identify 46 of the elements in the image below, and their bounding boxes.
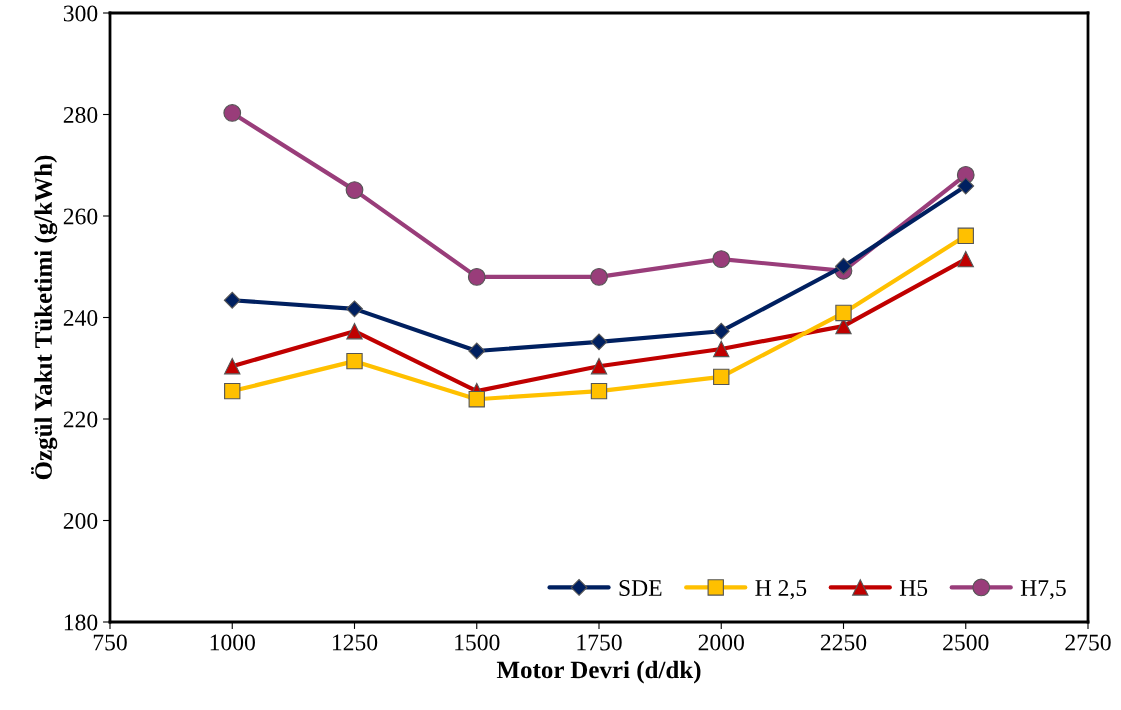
point: [835, 304, 852, 322]
y-tick-label: 260: [63, 208, 98, 225]
x-tick-label: 1250: [332, 634, 378, 651]
point: [712, 250, 731, 269]
point: [223, 291, 241, 309]
point: [468, 342, 486, 360]
x-tick-label: 2000: [698, 634, 744, 651]
point: [713, 368, 730, 386]
y-axis-title: Özgül Yakıt Tüketimi (g/kWh): [30, 155, 58, 480]
point: [590, 358, 608, 375]
x-tick-label: 1000: [210, 634, 255, 651]
y-tick-label: 240: [63, 309, 98, 326]
y-tick-label: 180: [64, 614, 98, 631]
point: [713, 340, 730, 358]
legend-label: H7,5: [1020, 580, 1066, 600]
x-axis-title: Motor Devri (d/dk): [496, 660, 701, 684]
legend-label: H5: [899, 580, 928, 596]
point: [468, 391, 485, 408]
y-tick-label: 220: [63, 411, 98, 428]
point: [345, 181, 364, 200]
point: [467, 268, 486, 286]
point: [224, 382, 241, 400]
point: [223, 104, 242, 122]
point: [957, 227, 974, 244]
point: [590, 333, 608, 351]
point: [346, 352, 363, 370]
x-tick-label: 1750: [577, 634, 622, 651]
point: [224, 358, 241, 375]
point: [590, 382, 608, 400]
y-tick-label: 280: [63, 106, 98, 123]
legend-label: H 2,5: [755, 580, 807, 600]
x-tick-label: 2250: [820, 634, 867, 651]
point: [346, 300, 363, 318]
point: [957, 177, 975, 195]
x-tick-label: 2500: [943, 634, 989, 651]
point: [346, 323, 363, 340]
point: [590, 268, 608, 286]
x-tick-label: 750: [93, 634, 127, 651]
x-tick-label: 2750: [1065, 634, 1111, 651]
point: [712, 322, 730, 340]
x-tick-label: 1500: [455, 634, 500, 651]
y-tick-label: 300: [63, 5, 98, 22]
point: [957, 250, 974, 268]
legend-label: SDE: [619, 580, 662, 596]
point: [835, 257, 852, 275]
y-tick-label: 200: [63, 512, 98, 529]
